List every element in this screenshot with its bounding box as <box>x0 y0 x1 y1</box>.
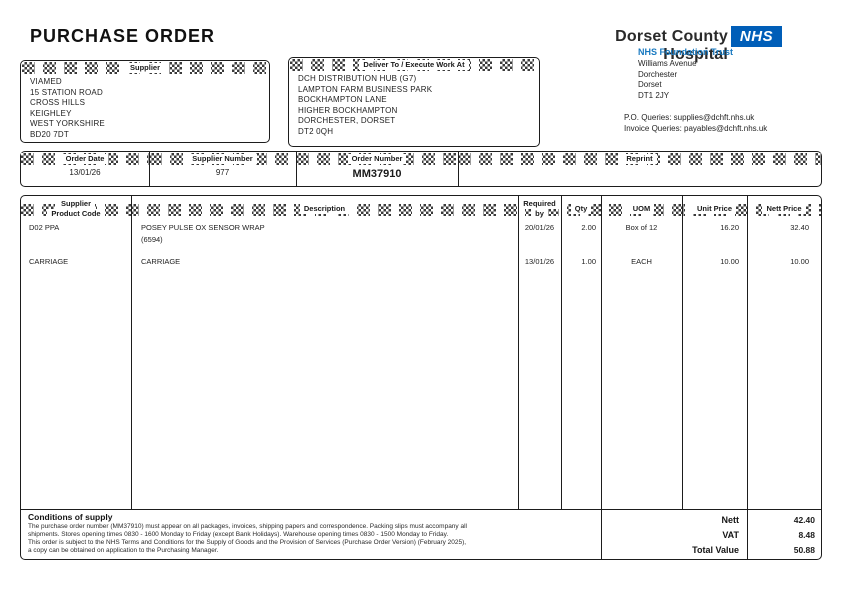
totals-values: 42.40 8.48 50.88 <box>747 509 817 558</box>
supplier-address: VIAMED 15 STATION ROAD CROSS HILLS KEIGH… <box>21 74 269 141</box>
conditions-title: Conditions of supply <box>28 512 113 522</box>
supplier-address-line: 15 STATION ROAD <box>30 87 103 97</box>
order-date-header: Order Date <box>61 154 109 164</box>
nett-value: 42.40 <box>793 515 815 525</box>
table-row: CARRIAGE CARRIAGE 13/01/26 1.00 EACH 10.… <box>21 257 821 267</box>
cell-description: CARRIAGE <box>141 257 181 266</box>
trust-name: NHS Foundation Trust <box>638 47 733 57</box>
col-header-supplier-product-code: Supplier Product Code <box>21 196 131 222</box>
po-queries-email: P.O. Queries: supplies@dchft.nhs.uk <box>624 113 755 122</box>
cell-nett-price: 10.00 <box>790 257 809 266</box>
cell-unit-price: 16.20 <box>720 223 739 232</box>
cell-nett-price: 32.40 <box>790 223 809 232</box>
total-value-label: Total Value <box>692 545 739 555</box>
conditions-line: shipments. Stores opening times 0830 - 1… <box>28 531 449 538</box>
reprint-cell: Reprint <box>458 152 821 186</box>
cell-required-by: 13/01/26 <box>524 257 555 266</box>
vat-label: VAT <box>722 530 739 540</box>
deliver-address-line: DORCHESTER, DORSET <box>298 116 396 126</box>
vat-value: 8.48 <box>798 530 815 540</box>
deliver-address-line: LAMPTON FARM BUSINESS PARK <box>298 84 433 94</box>
hospital-address-line: Williams Avenue <box>638 59 697 68</box>
page-title: PURCHASE ORDER <box>30 26 216 46</box>
supplier-box-header: Supplier <box>22 62 268 74</box>
conditions-line: This order is subject to the NHS Terms a… <box>28 539 467 546</box>
cell-unit-price: 10.00 <box>720 257 739 266</box>
col-header-nett-price: Nett Price <box>747 196 821 222</box>
deliver-to-box-header: Deliver To / Execute Work At <box>290 59 538 71</box>
cell-required-by: 20/01/26 <box>524 223 555 232</box>
table-header-row: Supplier Product Code Description Requir… <box>21 196 821 222</box>
supplier-number-header: Supplier Number <box>188 154 257 164</box>
order-info-strip: Order Date 13/01/26 Supplier Number 977 … <box>20 151 822 187</box>
supplier-address-line: CROSS HILLS <box>30 98 86 108</box>
totals-labels: Nett VAT Total Value <box>601 509 747 558</box>
supplier-box-header-label: Supplier <box>125 63 164 73</box>
cell-description: POSEY PULSE OX SENSOR WRAP (6594) <box>141 223 265 244</box>
deliver-address-line: HIGHER BOCKHAMPTON <box>298 105 398 115</box>
col-header-unit-price: Unit Price <box>682 196 747 222</box>
col-header-qty: Qty <box>561 196 601 222</box>
cell-qty: 1.00 <box>581 257 596 266</box>
order-date-value: 13/01/26 <box>69 168 101 177</box>
reprint-header: Reprint <box>622 154 657 164</box>
order-date-cell: Order Date 13/01/26 <box>21 152 149 186</box>
supplier-address-line: BD20 7DT <box>30 129 69 139</box>
col-header-uom: UOM <box>601 196 682 222</box>
cell-uom: Box of 12 <box>625 223 658 232</box>
supplier-address-line: WEST YORKSHIRE <box>30 119 105 129</box>
cell-product-code: D02 PPA <box>29 223 60 232</box>
nhs-logo: NHS <box>731 26 782 47</box>
table-row: D02 PPA POSEY PULSE OX SENSOR WRAP (6594… <box>21 223 821 245</box>
cell-product-code: CARRIAGE <box>29 257 69 266</box>
order-number-value: MM37910 <box>352 168 402 180</box>
hospital-address-line: DT1 2JY <box>638 90 670 100</box>
conditions-line: a copy can be obtained on application to… <box>28 547 219 554</box>
total-value: 50.88 <box>793 545 815 555</box>
deliver-to-box: Deliver To / Execute Work At DCH DISTRIB… <box>288 57 540 147</box>
query-contacts: P.O. Queries: supplies@dchft.nhs.uk Invo… <box>624 112 767 134</box>
hospital-address-line: Dorchester <box>638 69 678 79</box>
order-number-header: Order Number <box>347 154 407 164</box>
deliver-to-header-label: Deliver To / Execute Work At <box>359 60 469 70</box>
supplier-address-line: VIAMED <box>30 77 62 86</box>
conditions-of-supply: Conditions of supply The purchase order … <box>21 509 599 559</box>
supplier-address-line: KEIGHLEY <box>30 108 72 118</box>
hospital-address-line: Dorset <box>638 80 662 89</box>
line-items-table: Supplier Product Code Description Requir… <box>20 195 822 560</box>
cell-qty: 2.00 <box>581 223 596 232</box>
supplier-number-value: 977 <box>215 168 230 177</box>
deliver-to-address: DCH DISTRIBUTION HUB (G7) LAMPTON FARM B… <box>289 71 539 138</box>
supplier-box: Supplier VIAMED 15 STATION ROAD CROSS HI… <box>20 60 270 143</box>
invoice-queries-email: Invoice Queries: payables@dchft.nhs.uk <box>624 124 768 133</box>
nett-label: Nett <box>721 515 740 525</box>
cell-uom: EACH <box>631 257 652 266</box>
order-number-cell: Order Number MM37910 <box>296 152 458 186</box>
conditions-line: The purchase order number (MM37910) must… <box>28 523 467 530</box>
nhs-logo-text: NHS <box>739 28 774 45</box>
supplier-number-cell: Supplier Number 977 <box>149 152 296 186</box>
col-header-description: Description <box>131 196 518 222</box>
col-header-required-by: Required by <box>518 196 561 222</box>
hospital-name: Dorset County Hospital <box>615 28 728 63</box>
hospital-address: Williams Avenue Dorchester Dorset DT1 2J… <box>638 59 697 101</box>
deliver-address-line: DCH DISTRIBUTION HUB (G7) <box>298 74 417 83</box>
deliver-address-line: BOCKHAMPTON LANE <box>298 95 387 105</box>
deliver-address-line: DT2 0QH <box>298 126 334 136</box>
